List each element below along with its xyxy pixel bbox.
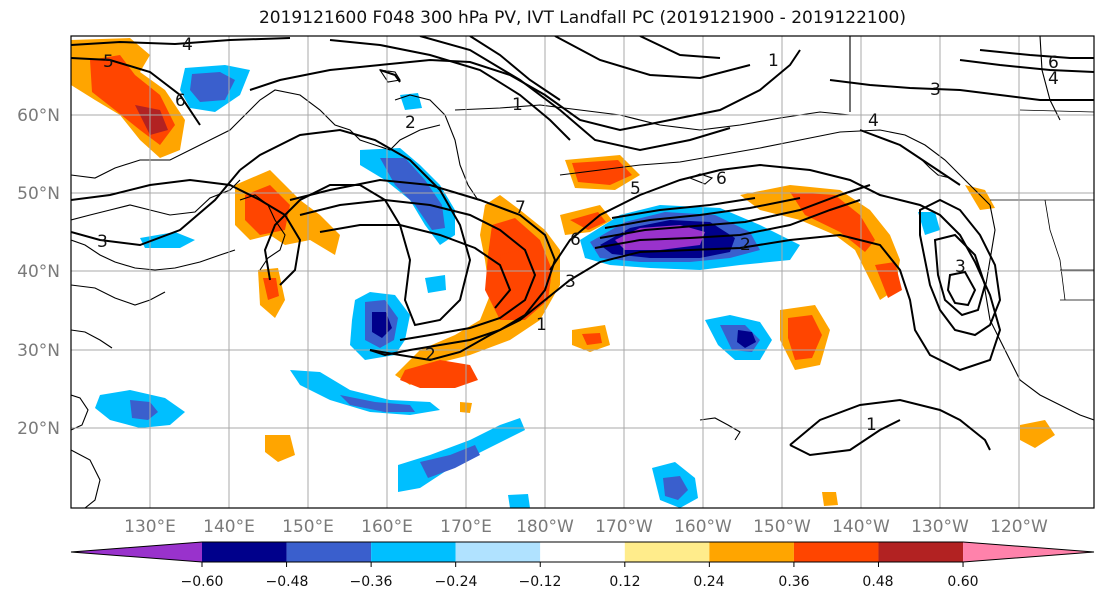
contour-label: 3 xyxy=(930,80,941,100)
colorbar-swatch xyxy=(709,542,794,562)
map-title: 2019121600 F048 300 hPa PV, IVT Landfall… xyxy=(258,8,906,28)
colorbar-tick-label: 0.12 xyxy=(609,574,640,590)
lon-tick-label: 130°W xyxy=(911,517,969,537)
lat-tick-label: 60°N xyxy=(17,106,60,126)
contour-label: 6 xyxy=(570,230,581,250)
lat-tick-label: 20°N xyxy=(17,419,60,439)
colorbar-swatch xyxy=(202,542,287,562)
lat-tick-label: 30°N xyxy=(17,341,60,361)
colorbar-tick-label: −0.48 xyxy=(266,574,309,590)
lat-tick-label: 50°N xyxy=(17,184,60,204)
contour-label: 4 xyxy=(1048,69,1059,89)
contour-label: 2 xyxy=(425,345,436,365)
lon-tick-label: 150°E xyxy=(282,517,334,537)
colorbar-swatch xyxy=(286,542,372,562)
contour-label: 7 xyxy=(515,198,526,218)
colorbar-labels: −0.60 −0.48 −0.36 −0.24 −0.12 0.12 0.24 … xyxy=(181,574,979,590)
colorbar-tick-label: −0.60 xyxy=(181,574,224,590)
colorbar-swatch xyxy=(540,542,625,562)
contour-labels: 4 5 6 3 1 2 6 5 6 7 2 3 1 2 6 3 4 1 3 4 … xyxy=(97,35,1059,435)
contour-label: 1 xyxy=(512,95,523,115)
lon-tick-label: 170°W xyxy=(595,517,653,537)
contour-label: 5 xyxy=(630,179,641,199)
contour-label: 1 xyxy=(536,315,547,335)
colorbar-tick-label: 0.36 xyxy=(778,574,809,590)
colorbar-tick-label: 0.24 xyxy=(693,574,724,590)
latitude-axis: 60°N 50°N 40°N 30°N 20°N xyxy=(17,106,60,439)
contour-label: 6 xyxy=(716,169,727,189)
colorbar-swatch xyxy=(624,542,710,562)
colorbar: −0.60 −0.48 −0.36 −0.24 −0.12 0.12 0.24 … xyxy=(70,541,1095,590)
lon-tick-label: 160°W xyxy=(674,517,732,537)
colorbar-tick-label: −0.36 xyxy=(350,574,393,590)
colorbar-tick-label: −0.24 xyxy=(435,574,478,590)
colorbar-swatch xyxy=(878,542,964,562)
contour-label: 2 xyxy=(405,113,416,133)
colorbar-swatch xyxy=(793,542,879,562)
contour-label: 4 xyxy=(182,35,193,55)
borders xyxy=(990,109,1094,301)
lon-tick-label: 120°W xyxy=(990,517,1048,537)
colorbar-swatch xyxy=(455,542,541,562)
lon-tick-label: 180°W xyxy=(516,517,574,537)
contour-label: 6 xyxy=(1048,53,1059,73)
map-frame xyxy=(70,35,1095,509)
lon-tick-label: 150°W xyxy=(753,517,811,537)
lon-tick-label: 140°E xyxy=(203,517,255,537)
lon-tick-label: 160°E xyxy=(361,517,413,537)
contour-label: 1 xyxy=(866,415,877,435)
contour-label: 2 xyxy=(740,235,751,255)
lat-tick-label: 40°N xyxy=(17,262,60,282)
colorbar-swatch xyxy=(963,542,1094,562)
pv-contours xyxy=(71,36,1094,457)
contour-label: 3 xyxy=(955,257,966,277)
map-plot-area: 4 5 6 3 1 2 6 5 6 7 2 3 1 2 6 3 4 1 3 4 … xyxy=(71,35,1094,508)
contour-label: 5 xyxy=(103,52,114,72)
colorbar-tick-label: 0.48 xyxy=(862,574,893,590)
colorbar-swatch xyxy=(371,542,456,562)
lon-tick-label: 130°E xyxy=(124,517,176,537)
contour-label: 3 xyxy=(565,272,576,292)
contour-label: 6 xyxy=(175,91,186,111)
lon-tick-label: 170°E xyxy=(440,517,492,537)
colorbar-swatch xyxy=(71,542,202,562)
colorbar-tick-label: 0.60 xyxy=(947,574,978,590)
contour-label: 1 xyxy=(768,51,779,71)
contour-label: 3 xyxy=(97,232,108,252)
contour-label: 4 xyxy=(868,111,879,131)
colorbar-tick-label: −0.12 xyxy=(519,574,562,590)
longitude-axis: 130°E 140°E 150°E 160°E 170°E 180°W 170°… xyxy=(124,517,1048,537)
lon-tick-label: 140°W xyxy=(832,517,890,537)
gridlines xyxy=(71,36,1094,508)
